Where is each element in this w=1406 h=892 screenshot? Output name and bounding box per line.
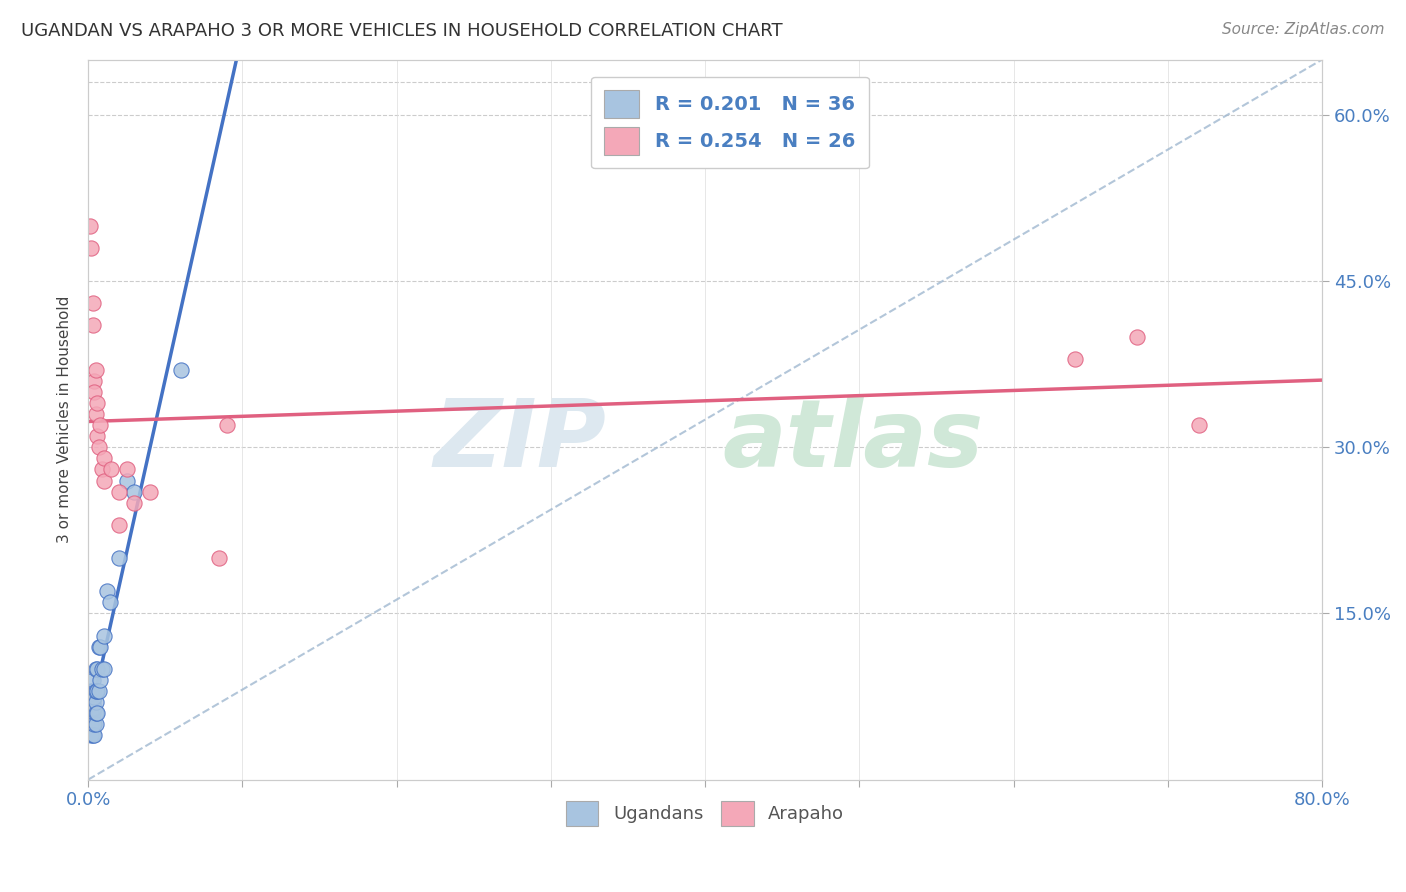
Point bbox=[87, 440, 110, 454]
Point bbox=[86, 429, 108, 443]
Point bbox=[100, 462, 122, 476]
Text: ZIP: ZIP bbox=[433, 395, 606, 487]
Point bbox=[91, 462, 114, 476]
Point bbox=[89, 640, 111, 654]
Point bbox=[86, 684, 108, 698]
Point bbox=[82, 728, 104, 742]
Point bbox=[83, 384, 105, 399]
Point bbox=[89, 418, 111, 433]
Point bbox=[93, 629, 115, 643]
Point bbox=[98, 595, 121, 609]
Point bbox=[87, 640, 110, 654]
Point bbox=[82, 695, 104, 709]
Point bbox=[89, 673, 111, 687]
Point bbox=[83, 690, 105, 704]
Point bbox=[82, 673, 104, 687]
Point bbox=[83, 717, 105, 731]
Point bbox=[84, 717, 107, 731]
Point bbox=[82, 684, 104, 698]
Point bbox=[82, 296, 104, 310]
Point bbox=[93, 662, 115, 676]
Point bbox=[84, 684, 107, 698]
Point bbox=[108, 551, 131, 566]
Point bbox=[93, 451, 115, 466]
Text: atlas: atlas bbox=[723, 395, 984, 487]
Point bbox=[208, 551, 231, 566]
Point bbox=[83, 374, 105, 388]
Point bbox=[84, 662, 107, 676]
Point bbox=[84, 407, 107, 421]
Point bbox=[84, 706, 107, 720]
Point bbox=[115, 462, 138, 476]
Point bbox=[79, 219, 101, 233]
Y-axis label: 3 or more Vehicles in Household: 3 or more Vehicles in Household bbox=[58, 296, 72, 543]
Point bbox=[1188, 418, 1211, 433]
Point bbox=[170, 363, 193, 377]
Point bbox=[115, 474, 138, 488]
Point bbox=[86, 662, 108, 676]
Point bbox=[1126, 329, 1149, 343]
Point bbox=[87, 684, 110, 698]
Point bbox=[83, 728, 105, 742]
Point bbox=[108, 517, 131, 532]
Point bbox=[86, 396, 108, 410]
Point bbox=[80, 684, 103, 698]
Text: Source: ZipAtlas.com: Source: ZipAtlas.com bbox=[1222, 22, 1385, 37]
Point bbox=[80, 706, 103, 720]
Point bbox=[124, 484, 146, 499]
Point bbox=[91, 662, 114, 676]
Point bbox=[83, 700, 105, 714]
Point bbox=[84, 363, 107, 377]
Point bbox=[139, 484, 162, 499]
Point bbox=[86, 706, 108, 720]
Point bbox=[108, 484, 131, 499]
Point bbox=[93, 474, 115, 488]
Point bbox=[82, 706, 104, 720]
Point bbox=[80, 695, 103, 709]
Point bbox=[1064, 351, 1087, 366]
Point bbox=[124, 496, 146, 510]
Point bbox=[80, 728, 103, 742]
Legend: Ugandans, Arapaho: Ugandans, Arapaho bbox=[557, 792, 853, 836]
Point bbox=[80, 241, 103, 255]
Point bbox=[84, 695, 107, 709]
Point bbox=[82, 318, 104, 333]
Point bbox=[96, 584, 118, 599]
Point bbox=[215, 418, 238, 433]
Point bbox=[82, 717, 104, 731]
Text: UGANDAN VS ARAPAHO 3 OR MORE VEHICLES IN HOUSEHOLD CORRELATION CHART: UGANDAN VS ARAPAHO 3 OR MORE VEHICLES IN… bbox=[21, 22, 783, 40]
Point bbox=[80, 717, 103, 731]
